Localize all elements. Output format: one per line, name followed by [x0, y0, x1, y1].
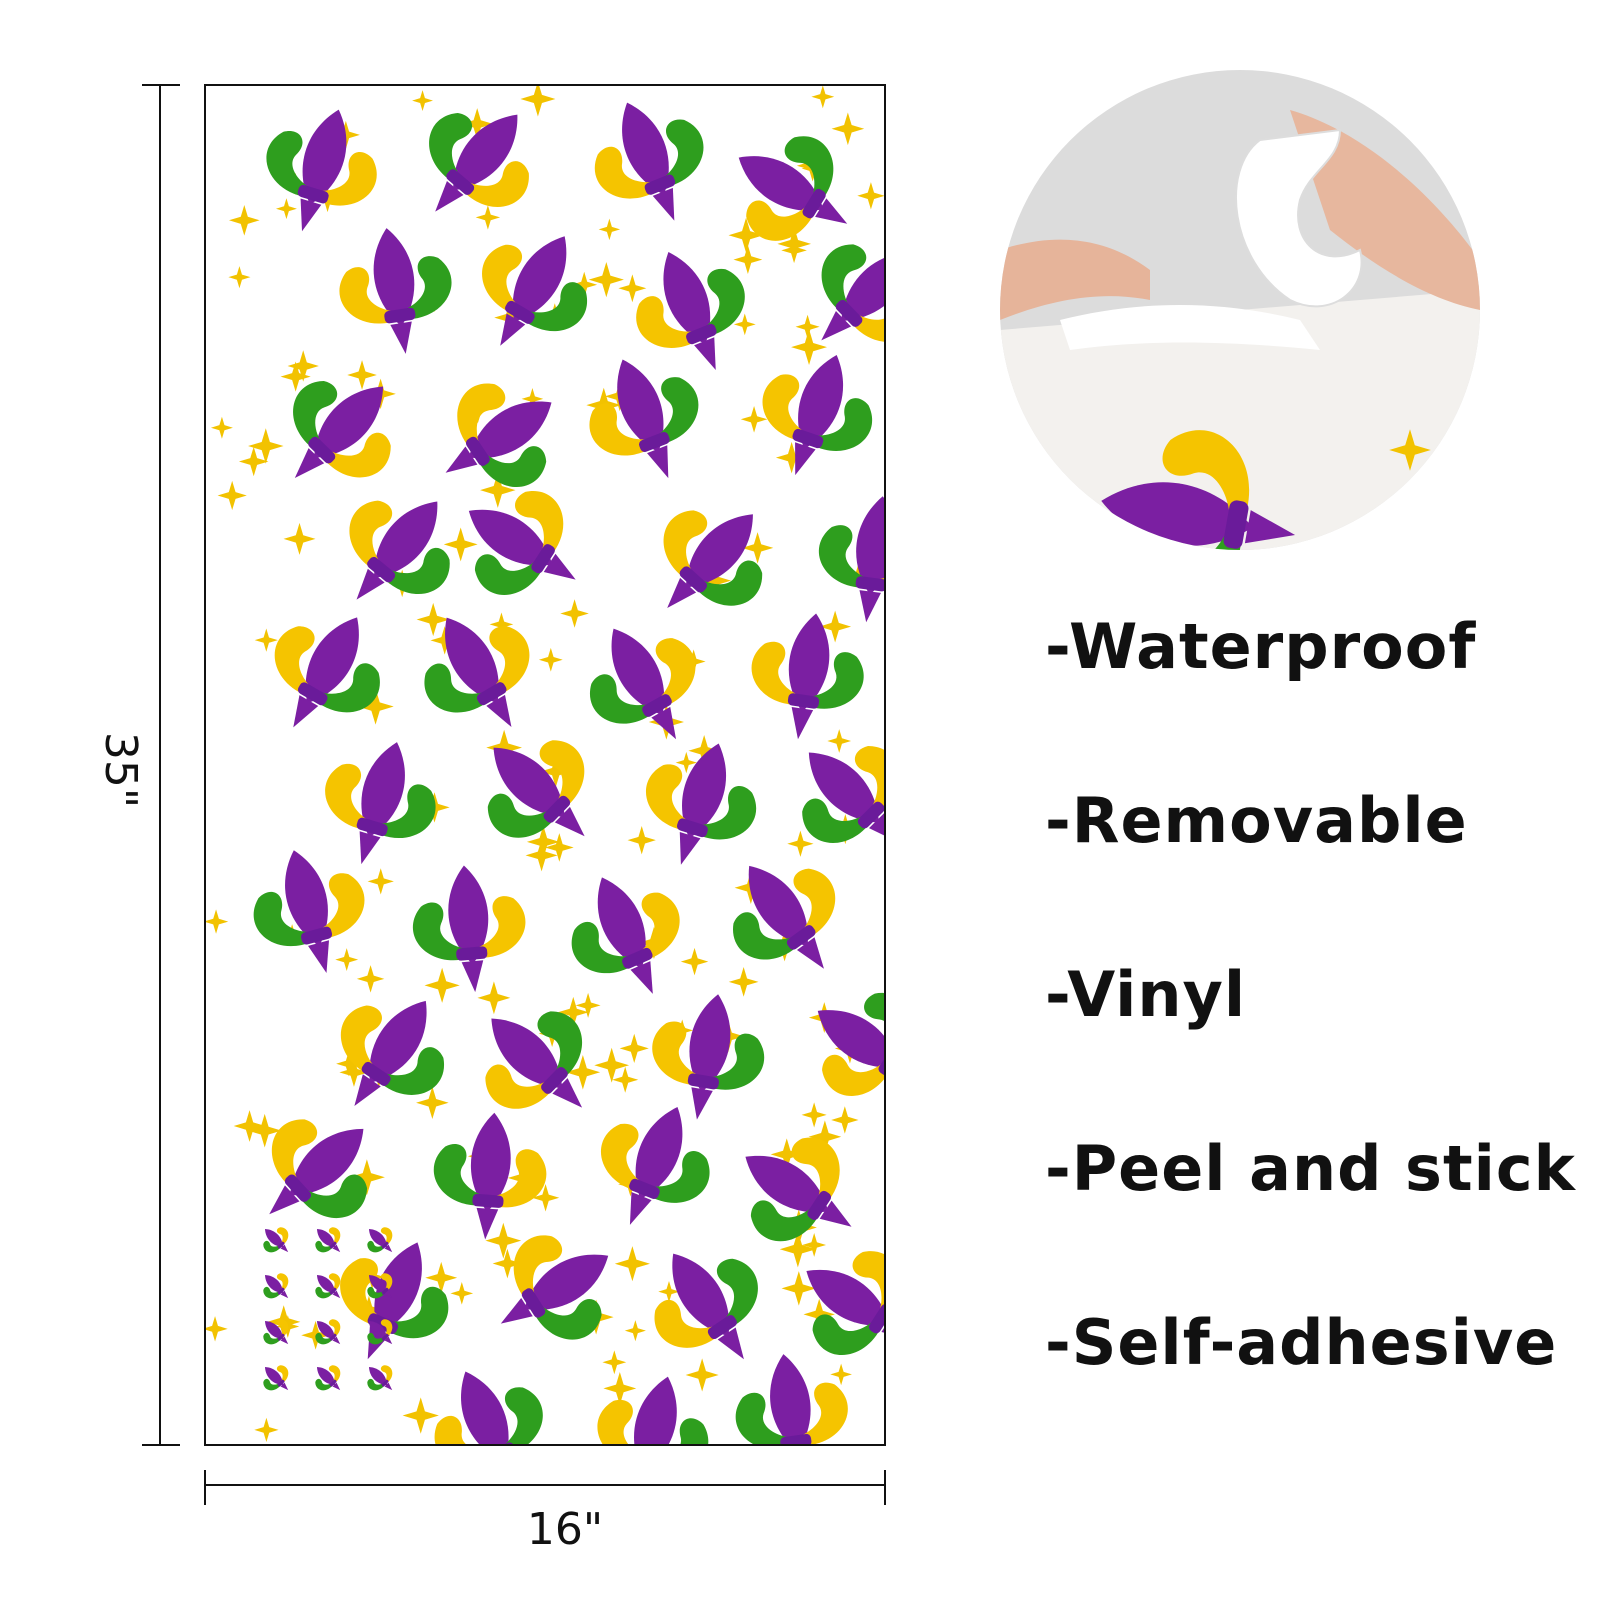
feature-item: -Vinyl — [1045, 958, 1246, 1031]
width-label: 16" — [527, 1504, 603, 1555]
height-label: 35" — [95, 732, 146, 808]
feature-item: -Self-adhesive — [1045, 1306, 1557, 1379]
peel-photo — [1000, 70, 1480, 550]
feature-item: -Waterproof — [1045, 610, 1476, 683]
feature-item: -Removable — [1045, 784, 1468, 857]
feature-list: -Waterproof -Removable -Vinyl -Peel and sti… — [1045, 610, 1577, 1379]
feature-item: -Peel and stick — [1045, 1132, 1577, 1205]
width-dimension — [204, 1470, 886, 1505]
height-dimension — [142, 84, 180, 1446]
